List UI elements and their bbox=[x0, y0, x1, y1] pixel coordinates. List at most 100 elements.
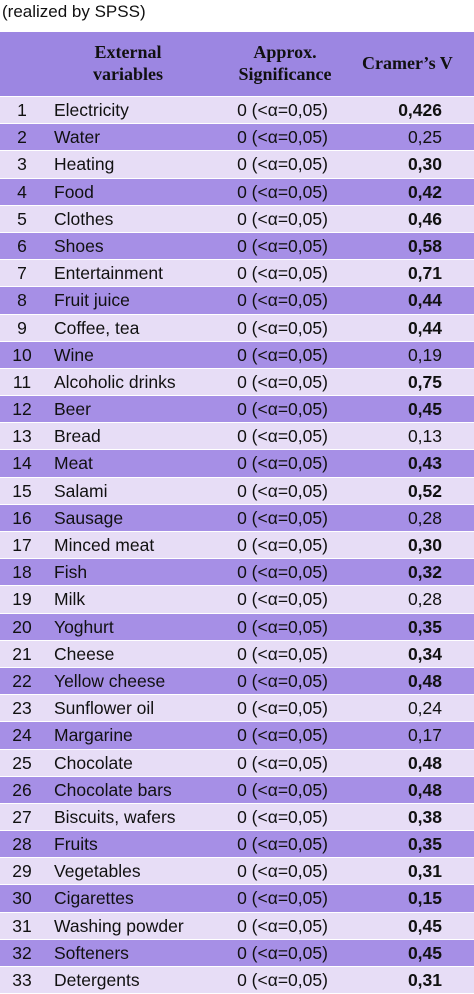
significance: 0 (<α=0,05) bbox=[237, 127, 328, 148]
variable-name: Minced meat bbox=[54, 535, 155, 555]
row-number: 16 bbox=[12, 507, 32, 528]
row-number: 6 bbox=[17, 235, 27, 256]
cramers-v: 0,45 bbox=[407, 399, 442, 420]
cramers-v: 0,17 bbox=[407, 725, 442, 746]
table-row: 12 Beer 0 (<α=0,05) 0,45 bbox=[0, 395, 474, 423]
cramers-v: 0,75 bbox=[407, 371, 442, 392]
significance: 0 (<α=0,05) bbox=[237, 562, 328, 583]
variable-name: Vegetables bbox=[54, 861, 141, 882]
table-row: 18 Fish 0 (<α=0,05) 0,32 bbox=[0, 558, 474, 586]
row-number: 23 bbox=[12, 698, 32, 719]
significance: 0 (<α=0,05) bbox=[237, 371, 328, 392]
significance: 0 (<α=0,05) bbox=[237, 399, 328, 420]
row-number: 20 bbox=[12, 616, 32, 637]
significance: 0 (<α=0,05) bbox=[237, 453, 328, 474]
table-row: 5 Clothes 0 (<α=0,05) 0,46 bbox=[0, 204, 474, 232]
cramers-v: 0,45 bbox=[407, 915, 442, 936]
variable-name: Clothes bbox=[54, 208, 114, 229]
table-row: 23 Sunflower oil 0 (<α=0,05) 0,24 bbox=[0, 694, 474, 722]
row-number: 12 bbox=[12, 399, 32, 420]
row-number: 14 bbox=[12, 453, 32, 474]
variable-name: Fruits bbox=[54, 834, 98, 855]
cramers-v: 0,35 bbox=[407, 616, 442, 637]
row-number: 7 bbox=[17, 263, 27, 284]
cramers-v: 0,58 bbox=[407, 235, 442, 256]
row-number: 17 bbox=[12, 535, 32, 555]
significance: 0 (<α=0,05) bbox=[237, 507, 328, 528]
row-number: 26 bbox=[12, 779, 32, 800]
variable-name: Margarine bbox=[54, 725, 133, 746]
table-row: 4 Food 0 (<α=0,05) 0,42 bbox=[0, 177, 474, 205]
row-number: 21 bbox=[12, 643, 32, 664]
significance: 0 (<α=0,05) bbox=[237, 100, 328, 120]
variable-name: Entertainment bbox=[54, 263, 163, 284]
significance: 0 (<α=0,05) bbox=[237, 535, 328, 555]
cramers-v: 0,24 bbox=[407, 698, 442, 719]
header-variables: External variables bbox=[93, 42, 163, 84]
variable-name: Fish bbox=[54, 562, 88, 583]
cramers-v: 0,48 bbox=[407, 670, 442, 691]
table-row: 21 Cheese 0 (<α=0,05) 0,34 bbox=[0, 639, 474, 667]
variable-name: Sunflower oil bbox=[54, 698, 155, 719]
table-row: 8 Fruit juice 0 (<α=0,05) 0,44 bbox=[0, 286, 474, 314]
variable-name: Fruit juice bbox=[54, 290, 130, 311]
cramers-v: 0,44 bbox=[407, 317, 442, 338]
row-number: 19 bbox=[12, 589, 32, 610]
variable-name: Biscuits, wafers bbox=[54, 806, 176, 827]
row-number: 29 bbox=[12, 861, 32, 882]
row-number: 15 bbox=[12, 480, 32, 501]
cramers-v: 0,48 bbox=[407, 779, 442, 800]
table-row: 6 Shoes 0 (<α=0,05) 0,58 bbox=[0, 231, 474, 260]
table-row: 3 Heating 0 (<α=0,05) 0,30 bbox=[0, 150, 474, 178]
significance: 0 (<α=0,05) bbox=[237, 235, 328, 256]
variable-name: Electricity bbox=[54, 100, 129, 120]
variable-name: Heating bbox=[54, 154, 115, 175]
row-number: 24 bbox=[12, 725, 32, 746]
table-row: 1 Electricity 0 (<α=0,05) 0,426 bbox=[0, 96, 474, 124]
cramers-v: 0,71 bbox=[407, 263, 442, 284]
row-number: 22 bbox=[12, 670, 32, 691]
significance: 0 (<α=0,05) bbox=[237, 806, 328, 827]
significance: 0 (<α=0,05) bbox=[237, 888, 328, 909]
variable-name: Wine bbox=[54, 344, 94, 365]
row-number: 33 bbox=[12, 970, 32, 990]
row-number: 1 bbox=[17, 100, 27, 120]
significance: 0 (<α=0,05) bbox=[237, 861, 328, 882]
cramers-v: 0,30 bbox=[407, 535, 442, 555]
table-row: 27 Biscuits, wafers 0 (<α=0,05) 0,38 bbox=[0, 802, 474, 831]
significance: 0 (<α=0,05) bbox=[237, 643, 328, 664]
table-row: 2 Water 0 (<α=0,05) 0,25 bbox=[0, 123, 474, 151]
significance: 0 (<α=0,05) bbox=[237, 616, 328, 637]
cramers-v: 0,31 bbox=[407, 970, 442, 990]
significance: 0 (<α=0,05) bbox=[237, 290, 328, 311]
variable-name: Softeners bbox=[54, 942, 129, 963]
variable-name: Coffee, tea bbox=[54, 317, 140, 338]
significance: 0 (<α=0,05) bbox=[237, 208, 328, 229]
significance: 0 (<α=0,05) bbox=[237, 181, 328, 202]
table-row: 32 Softeners 0 (<α=0,05) 0,45 bbox=[0, 938, 474, 966]
significance: 0 (<α=0,05) bbox=[237, 779, 328, 800]
table-row: 29 Vegetables 0 (<α=0,05) 0,31 bbox=[0, 857, 474, 885]
table-row: 7 Entertainment 0 (<α=0,05) 0,71 bbox=[0, 259, 474, 287]
variable-name: Cheese bbox=[54, 643, 115, 664]
significance: 0 (<α=0,05) bbox=[237, 426, 328, 447]
cramers-v: 0,45 bbox=[407, 942, 442, 963]
significance: 0 (<α=0,05) bbox=[237, 942, 328, 963]
table-row: 25 Chocolate 0 (<α=0,05) 0,48 bbox=[0, 748, 474, 776]
row-number: 27 bbox=[12, 806, 32, 827]
variable-name: Milk bbox=[54, 589, 86, 610]
cramers-v: 0,19 bbox=[407, 344, 442, 365]
table-row: 33 Detergents 0 (<α=0,05) 0,31 bbox=[0, 966, 474, 994]
table-row: 22 Yellow cheese 0 (<α=0,05) 0,48 bbox=[0, 666, 474, 695]
significance: 0 (<α=0,05) bbox=[237, 834, 328, 855]
table-row: 26 Chocolate bars 0 (<α=0,05) 0,48 bbox=[0, 775, 474, 803]
row-number: 2 bbox=[17, 127, 27, 148]
header-cramers-v: Cramer’s V bbox=[362, 53, 453, 73]
significance: 0 (<α=0,05) bbox=[237, 670, 328, 691]
significance: 0 (<α=0,05) bbox=[237, 263, 328, 284]
variable-name: Shoes bbox=[54, 235, 104, 256]
table-header: External variables Approx. Significance … bbox=[0, 32, 474, 96]
variable-name: Bread bbox=[54, 426, 101, 447]
table-body: 1 Electricity 0 (<α=0,05) 0,426 2 Water 0 (<α=… bbox=[0, 96, 474, 994]
row-number: 18 bbox=[12, 562, 32, 583]
